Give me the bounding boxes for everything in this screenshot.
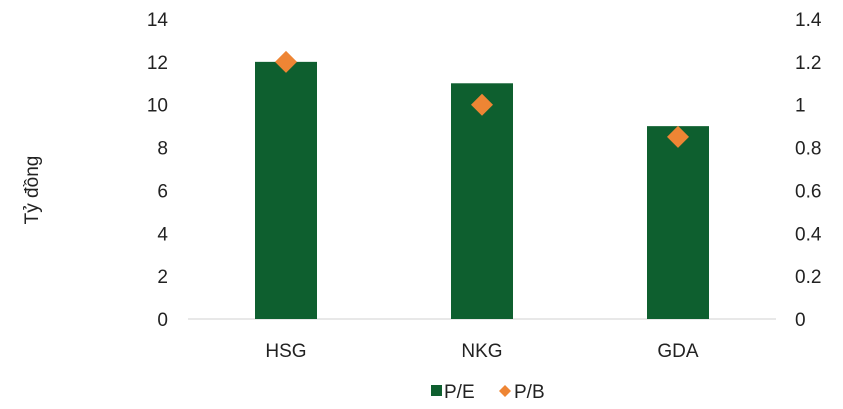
y-axis-right-ticks: 0 0.2 0.4 0.6 0.8 1 1.2 1.4: [795, 10, 822, 331]
y-left-tick-label: 8: [157, 139, 168, 160]
bar-hsg: [255, 61, 317, 319]
x-category-label: HSG: [265, 341, 306, 362]
legend-label-pe: P/E: [444, 382, 475, 403]
y-right-tick-label: 0.8: [795, 139, 821, 160]
y-left-tick-label: 14: [147, 10, 169, 31]
y-left-tick-label: 12: [147, 53, 168, 74]
x-category-label: GDA: [657, 341, 699, 362]
marker-nkg: [471, 93, 493, 116]
legend-swatch-pb: [499, 385, 511, 397]
marker-gda: [667, 125, 689, 148]
legend-swatch-pe: [431, 385, 442, 396]
y-right-tick-label: 1.4: [795, 10, 822, 31]
y-axis-left-ticks: 0 2 4 6 8 10 12 14: [147, 10, 169, 331]
y-axis-title-group: Tỷ đồng: [22, 156, 43, 225]
y-left-tick-label: 6: [157, 181, 168, 202]
y-right-tick-label: 0.6: [795, 181, 821, 202]
y-right-tick-label: 1.2: [795, 53, 821, 74]
y-right-tick-label: 0.2: [795, 267, 821, 288]
bar-nkg: [451, 83, 513, 320]
bar-gda: [647, 126, 709, 320]
marker-series-pb: [275, 50, 689, 148]
legend: P/E P/B: [431, 382, 545, 403]
y-left-tick-label: 0: [157, 310, 168, 331]
bar-series-pe: [255, 61, 709, 320]
y-right-tick-label: 1: [795, 96, 806, 117]
x-category-label: NKG: [461, 341, 502, 362]
y-right-tick-label: 0: [795, 310, 806, 331]
y-axis-title: Tỷ đồng: [22, 156, 43, 225]
y-right-tick-label: 0.4: [795, 224, 822, 245]
legend-label-pb: P/B: [514, 382, 545, 403]
x-axis-category-labels: HSG NKG GDA: [265, 341, 699, 362]
y-left-tick-label: 2: [157, 267, 168, 288]
y-left-tick-label: 10: [147, 96, 168, 117]
y-left-tick-label: 4: [157, 224, 168, 245]
marker-hsg: [275, 50, 297, 73]
